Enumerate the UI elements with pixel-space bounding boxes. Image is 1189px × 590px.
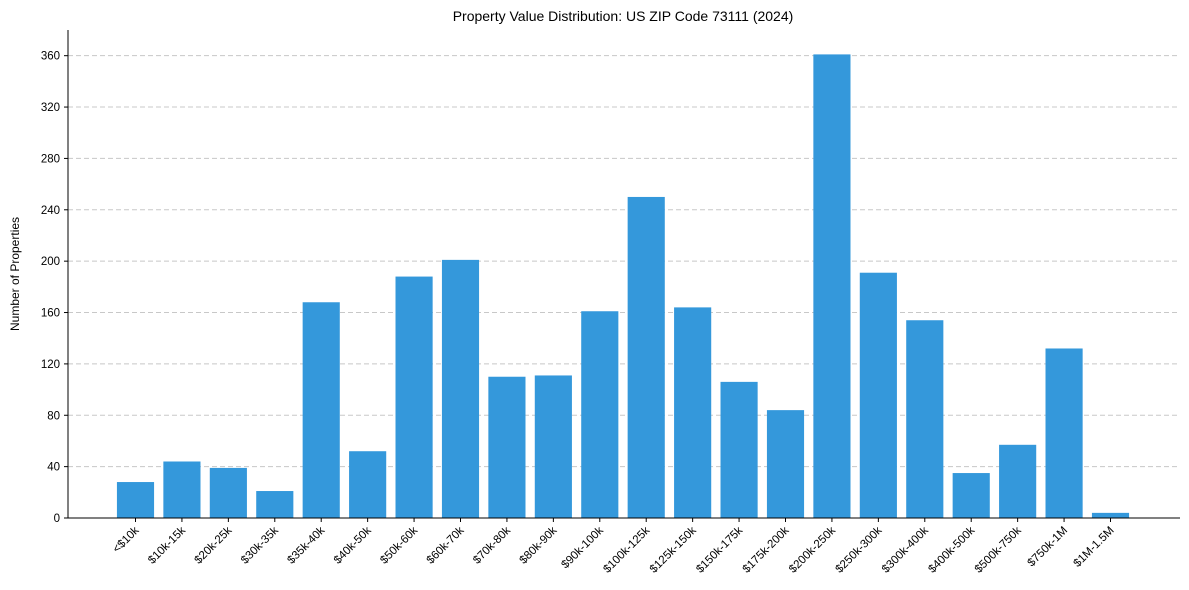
bar xyxy=(163,461,201,518)
x-tick-label: $50k-60k xyxy=(378,524,420,566)
bar xyxy=(116,482,155,518)
bar xyxy=(488,376,526,518)
x-tick-label: $750k-1M xyxy=(1026,525,1071,570)
x-tick-label: $40k-50k xyxy=(332,524,374,566)
bar xyxy=(952,473,990,518)
y-ticks: 0 40 80 120 160 200 240 280 320 360 xyxy=(41,51,68,525)
y-tick-label: 200 xyxy=(41,256,60,268)
axes xyxy=(67,30,1180,519)
bar xyxy=(1091,512,1130,518)
x-tick-label: $1M-1.5M xyxy=(1072,525,1117,570)
bar xyxy=(302,302,340,518)
y-tick-label: 160 xyxy=(41,308,60,320)
x-tick-label: $80k-90k xyxy=(518,524,560,566)
x-tick-label: $60k-70k xyxy=(425,524,467,566)
bars xyxy=(116,54,1130,519)
x-tick-label: $400k-500k xyxy=(926,524,977,575)
grid-lines xyxy=(68,55,1180,468)
bar xyxy=(534,375,572,518)
y-tick-label: 120 xyxy=(41,359,60,371)
x-tick-label: $100k-125k xyxy=(601,524,652,575)
y-tick-label: 280 xyxy=(41,153,60,165)
y-tick-label: 40 xyxy=(47,462,60,474)
x-tick-label: $35k-40k xyxy=(285,524,327,566)
y-tick-label: 80 xyxy=(47,410,60,422)
y-tick-label: 240 xyxy=(41,205,60,217)
bar xyxy=(859,272,897,518)
x-tick-label: $150k-175k xyxy=(694,524,745,575)
y-tick-label: 0 xyxy=(54,513,60,525)
bar xyxy=(441,259,480,518)
bar xyxy=(999,444,1037,518)
x-tick-label: $90k-100k xyxy=(559,524,606,571)
y-axis-label: Number of Properties xyxy=(8,217,22,331)
x-tick-label: $30k-35k xyxy=(239,524,281,566)
bar xyxy=(720,381,758,518)
bar xyxy=(766,410,805,518)
bar xyxy=(906,320,944,518)
bar xyxy=(395,276,433,518)
x-tick-label: $175k-200k xyxy=(741,524,792,575)
y-tick-label: 320 xyxy=(41,102,60,114)
x-tick-label: $125k-150k xyxy=(648,524,699,575)
bar xyxy=(813,54,851,519)
bar xyxy=(1045,348,1083,518)
bar xyxy=(256,491,294,518)
x-tick-label: <$10k xyxy=(111,524,142,555)
x-tick-label: $70k-80k xyxy=(471,524,513,566)
chart-title: Property Value Distribution: US ZIP Code… xyxy=(453,8,794,24)
x-tick-label: $200k-250k xyxy=(787,524,838,575)
x-tick-label: $250k-300k xyxy=(833,524,884,575)
x-tick-label: $20k-25k xyxy=(193,524,235,566)
bar xyxy=(674,307,712,518)
x-ticks: <$10k $10k-15k $20k-25k $30k-35k $35k-40k $40… xyxy=(111,518,1117,576)
bar xyxy=(349,451,387,518)
bar xyxy=(209,467,247,518)
bar xyxy=(581,311,619,518)
x-tick-label: $500k-750k xyxy=(973,524,1024,575)
x-tick-label: $10k-15k xyxy=(146,524,188,566)
x-tick-label: $300k-400k xyxy=(880,524,931,575)
y-tick-label: 360 xyxy=(41,51,60,63)
bar xyxy=(627,196,665,518)
